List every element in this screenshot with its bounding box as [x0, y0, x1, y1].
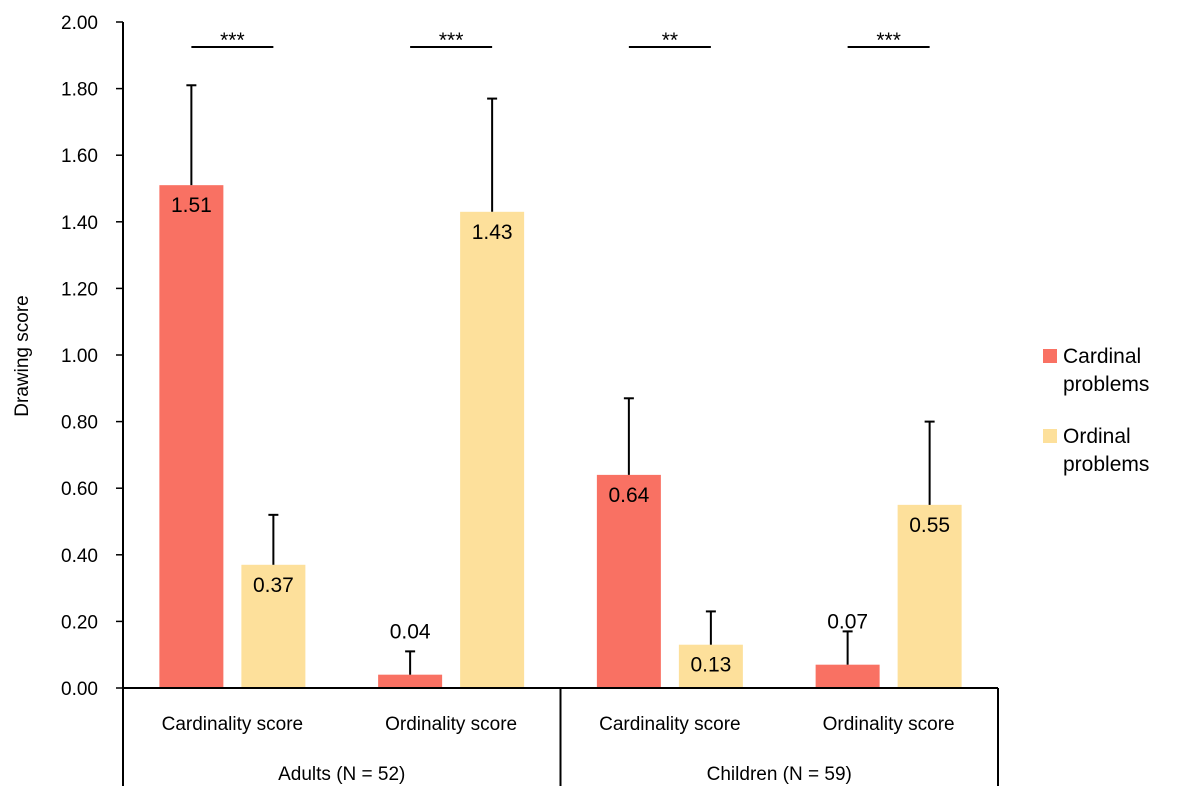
legend-swatch	[1043, 349, 1057, 363]
y-tick-label: 1.80	[61, 80, 98, 101]
legend-swatch	[1043, 429, 1057, 443]
significance-stars: ***	[876, 29, 901, 52]
x-category-label: Cardinality score	[162, 714, 304, 735]
x-category-label: Cardinality score	[599, 714, 741, 735]
y-axis-label: Drawing score	[12, 295, 33, 416]
significance-stars: **	[662, 29, 678, 52]
x-group-label: Adults (N = 52)	[278, 764, 405, 785]
y-tick-label: 0.20	[61, 612, 98, 633]
bar	[241, 564, 306, 688]
data-label: 1.43	[472, 221, 513, 244]
y-tick-label: 0.40	[61, 546, 98, 567]
legend-label: problems	[1063, 453, 1149, 476]
y-tick-label: 2.00	[61, 13, 98, 34]
data-label: 0.07	[827, 611, 868, 634]
significance-stars: ***	[439, 29, 464, 52]
x-category-label: Ordinality score	[385, 714, 517, 735]
bar	[159, 185, 224, 689]
data-label: 0.04	[390, 621, 431, 644]
plot-area: 0.00 0.20 0.40 0.60 0.80 1.00 1.20 1.40 1.60 1.80…	[61, 13, 999, 786]
legend-label: Cardinal	[1063, 345, 1141, 368]
x-category-label: Ordinality score	[823, 714, 955, 735]
bar	[815, 664, 880, 688]
data-label: 0.55	[909, 514, 950, 537]
significance-stars: ***	[220, 29, 245, 52]
bar	[460, 211, 525, 688]
data-label: 0.64	[608, 484, 649, 507]
bar	[897, 504, 962, 688]
bar	[378, 674, 443, 688]
y-tick-label: 1.00	[61, 346, 98, 367]
data-label: 0.37	[253, 574, 294, 597]
y-tick-label: 0.60	[61, 479, 98, 500]
x-group-label: Children (N = 59)	[707, 764, 852, 785]
y-tick-label: 0.00	[61, 679, 98, 700]
y-tick-label: 1.20	[61, 279, 98, 300]
legend: Cardinal problems Ordinal problems	[1043, 345, 1149, 476]
legend-label: problems	[1063, 373, 1149, 396]
data-label: 1.51	[171, 194, 212, 217]
bar	[596, 474, 661, 688]
bar	[678, 644, 743, 688]
y-tick-label: 0.80	[61, 413, 98, 434]
data-label: 0.13	[690, 654, 731, 677]
y-tick-label: 1.60	[61, 146, 98, 167]
y-tick-label: 1.40	[61, 213, 98, 234]
legend-label: Ordinal	[1063, 425, 1131, 448]
